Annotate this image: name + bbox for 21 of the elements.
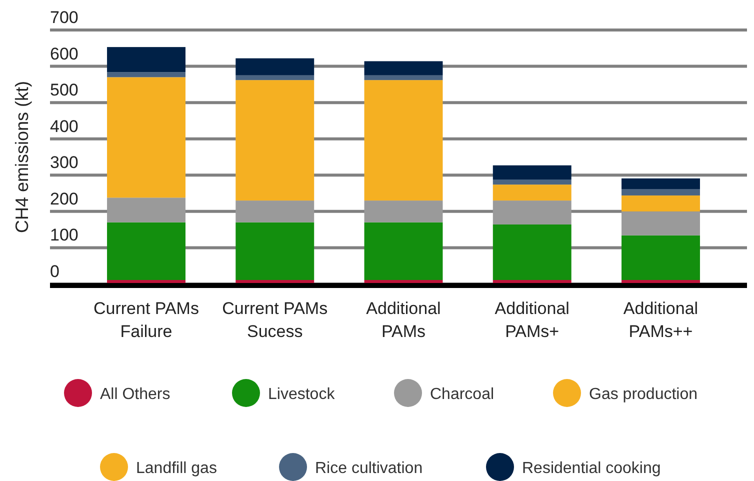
x-tick-label: Current PAMs Failure [94,299,199,341]
y-axis-title: CH4 emissions (kt) [12,80,32,234]
x-tick-label: Additional PAMs [366,299,441,341]
x-tick-label: Additional PAMs++ [623,299,698,341]
legend-label: Gas production [589,386,698,403]
y-tick-label: 300 [50,153,78,172]
y-tick-label: 0 [50,262,60,281]
y-tick-label: 700 [50,8,78,27]
legend-label: All Others [100,386,170,403]
y-tick-label: 100 [50,226,78,245]
legend-label: Livestock [268,386,336,403]
legend-label: Landfill gas [136,460,217,477]
y-tick-label: 600 [50,44,78,64]
legend-label: Residential cooking [522,460,661,477]
x-tick-label: Additional PAMs+ [494,299,570,341]
legend-label: Charcoal [430,386,494,403]
y-tick-label: 200 [50,189,78,208]
y-tick-label: 500 [50,80,78,100]
y-tick-label: 400 [50,116,78,136]
legend-label: Rice cultivation [315,460,423,477]
x-tick-label: Current PAMs Sucess [222,299,328,341]
